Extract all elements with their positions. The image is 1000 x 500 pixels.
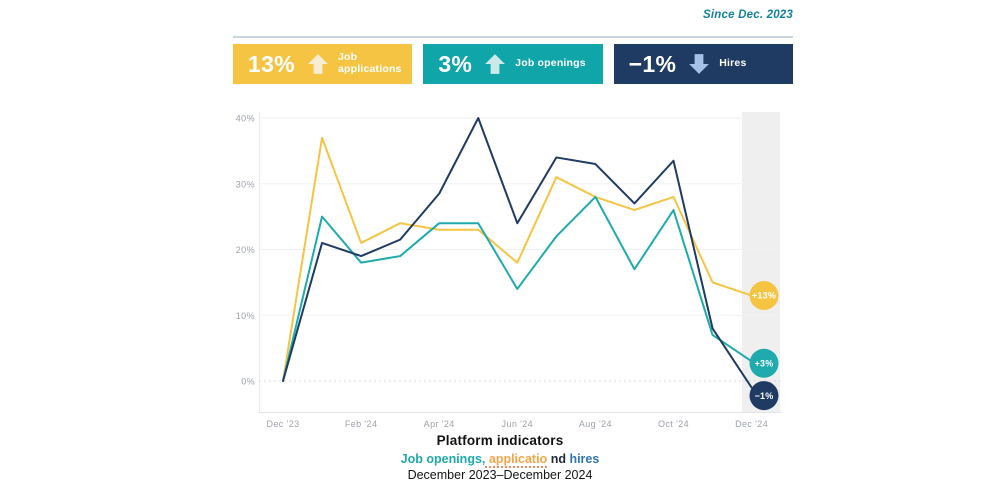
end-bubble-hires	[749, 381, 779, 411]
end-bubble-label: +13%	[752, 291, 776, 301]
subtitle-and: nd	[547, 452, 570, 466]
x-tick-label: Dec '23	[266, 419, 299, 429]
caption-title: Platform indicators	[436, 433, 564, 448]
x-tick-label: Oct '24	[658, 419, 689, 429]
end-bubble-label: −1%	[755, 391, 774, 401]
subtitle-hires: hires	[569, 452, 600, 466]
y-tick-label: 10%	[236, 311, 255, 321]
badge-label: Hires	[719, 57, 747, 70]
x-tick-label: Feb '24	[345, 419, 378, 429]
header-divider	[233, 36, 793, 38]
arrow-up-icon	[308, 54, 328, 74]
x-tick-label: Aug '24	[579, 419, 612, 429]
end-bubble-job-applications	[749, 281, 779, 311]
y-tick-label: 40%	[236, 114, 255, 124]
caption-period: December 2023–December 2024	[407, 467, 593, 482]
end-bubble-job-openings	[749, 348, 779, 378]
badge-label: Job applications	[337, 51, 402, 75]
end-bubble-label: +3%	[755, 358, 774, 368]
x-tick-label: Dec '24	[735, 419, 768, 429]
x-tick-label: Jun '24	[502, 419, 534, 429]
series-line-hires	[282, 117, 753, 389]
chart-caption: Platform indicators Job openings, applic…	[0, 433, 1000, 483]
badge-value: −1%	[628, 50, 677, 77]
caption-subtitle: Job openings, applicatio nd hires	[0, 452, 1000, 468]
arrow-up-icon	[485, 54, 506, 74]
since-label: Since Dec. 2023	[703, 9, 793, 21]
series-line-job-openings	[282, 195, 753, 382]
badge-hires: −1% Hires	[613, 44, 793, 84]
y-tick-label: 20%	[236, 245, 255, 255]
y-tick-label: 0%	[241, 377, 255, 387]
y-tick-label: 30%	[236, 179, 255, 189]
badge-job-openings: 3% Job openings	[423, 44, 603, 84]
subtitle-applications: applicatio	[485, 452, 548, 468]
series-line-job-applications	[282, 136, 753, 382]
arrow-down-icon	[689, 54, 710, 74]
x-tick-label: Apr '24	[424, 419, 455, 429]
line-chart: 0% 10% 20% 30% 40% Dec '23 Feb '24 Apr '24 Jun '…	[236, 112, 781, 429]
subtitle-openings: Job openings,	[400, 452, 486, 466]
badge-job-applications: 13% Job applications	[233, 44, 413, 84]
stat-badges-row: 13% Job applications 3% Job openings −1%…	[233, 44, 793, 84]
badge-value: 3%	[438, 50, 473, 77]
badge-value: 13%	[248, 50, 295, 77]
badge-label: Job openings	[515, 57, 586, 70]
